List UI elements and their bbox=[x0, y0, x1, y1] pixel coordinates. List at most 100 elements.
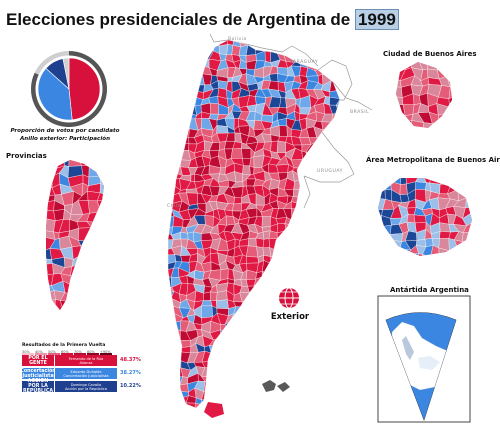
district-cell bbox=[223, 390, 234, 401]
district-cell bbox=[336, 366, 340, 377]
district-cell bbox=[46, 218, 56, 233]
district-cell bbox=[178, 80, 191, 94]
district-cell bbox=[278, 367, 288, 378]
district-cell bbox=[329, 327, 340, 341]
district-cell bbox=[178, 92, 191, 97]
district-cell bbox=[302, 260, 308, 273]
district-cell bbox=[316, 178, 326, 188]
district-cell bbox=[437, 62, 449, 71]
district-cell bbox=[445, 62, 452, 70]
district-cell bbox=[168, 98, 173, 108]
district-cell bbox=[231, 396, 241, 408]
district-cell bbox=[168, 90, 176, 100]
district-cell bbox=[331, 113, 340, 123]
district-cell bbox=[449, 107, 452, 118]
pie-slice-1 bbox=[37, 67, 73, 121]
district-cell bbox=[261, 346, 272, 354]
district-cell bbox=[240, 366, 251, 377]
district-cell bbox=[168, 104, 175, 114]
district-cell bbox=[168, 67, 176, 79]
district-cell bbox=[278, 403, 286, 408]
district-cell bbox=[100, 211, 104, 224]
district-cell bbox=[316, 384, 323, 393]
district-cell bbox=[216, 360, 227, 369]
district-cell bbox=[279, 275, 289, 288]
district-cell bbox=[335, 217, 340, 228]
district-cell bbox=[469, 178, 472, 186]
district-cell bbox=[172, 66, 179, 79]
district-cell bbox=[168, 406, 177, 408]
district-cell bbox=[469, 182, 472, 193]
year-badge[interactable]: 1999 bbox=[354, 9, 399, 30]
district-cell bbox=[461, 241, 472, 251]
district-cell bbox=[396, 86, 403, 98]
district-cell bbox=[320, 366, 333, 378]
district-cell bbox=[278, 125, 288, 137]
district-cell bbox=[398, 254, 409, 256]
district-cell bbox=[330, 305, 340, 315]
district-cell bbox=[168, 365, 176, 378]
amba-map bbox=[378, 178, 472, 256]
district-cell bbox=[291, 253, 304, 266]
district-cell bbox=[381, 224, 392, 235]
district-cell bbox=[321, 121, 333, 131]
district-cell bbox=[242, 321, 251, 333]
district-cell bbox=[378, 181, 386, 191]
district-cell bbox=[330, 216, 340, 229]
district-cell bbox=[201, 305, 213, 319]
district-cell bbox=[306, 283, 319, 296]
district-cell bbox=[330, 208, 340, 218]
district-cell bbox=[291, 330, 304, 341]
district-cell bbox=[299, 231, 309, 244]
district-cell bbox=[314, 211, 326, 221]
district-cell bbox=[270, 322, 282, 330]
district-cell bbox=[168, 73, 174, 85]
district-cell bbox=[309, 343, 319, 353]
district-cell bbox=[209, 372, 219, 382]
district-cell bbox=[422, 122, 433, 128]
results-scale: 30% 40% 50% 60% 70% 80% +90% bbox=[22, 350, 111, 354]
district-cell bbox=[95, 247, 104, 261]
district-cell bbox=[270, 343, 281, 356]
antarctica-map bbox=[377, 295, 471, 423]
district-cell bbox=[336, 271, 340, 277]
district-cell bbox=[168, 133, 173, 144]
district-cell bbox=[194, 84, 205, 93]
district-cell bbox=[322, 263, 331, 273]
district-cell bbox=[245, 354, 257, 360]
district-cell bbox=[301, 218, 310, 226]
district-cell bbox=[314, 263, 324, 272]
country-uruguay: URUGUAY bbox=[317, 169, 343, 174]
pie-slice-3 bbox=[62, 57, 70, 90]
district-cell bbox=[308, 405, 315, 408]
district-cell bbox=[186, 188, 198, 194]
district-cell bbox=[193, 231, 202, 243]
district-cell bbox=[323, 231, 333, 243]
district-cell bbox=[178, 105, 191, 114]
district-cell bbox=[329, 359, 338, 367]
district-cell bbox=[241, 148, 252, 159]
district-cell bbox=[320, 145, 333, 150]
district-cell bbox=[262, 40, 270, 47]
district-cell bbox=[315, 351, 324, 363]
district-cell bbox=[270, 262, 280, 273]
district-cell bbox=[329, 321, 340, 333]
district-cell bbox=[317, 364, 324, 376]
district-cell bbox=[245, 313, 258, 324]
district-cell bbox=[291, 218, 303, 226]
district-cell bbox=[246, 388, 259, 397]
district-cell bbox=[263, 301, 273, 310]
district-cell bbox=[276, 335, 286, 348]
district-cell bbox=[335, 207, 340, 221]
district-cell bbox=[232, 380, 242, 392]
district-cell bbox=[224, 351, 235, 362]
district-cell bbox=[170, 128, 181, 135]
district-cell bbox=[308, 211, 319, 221]
district-cell bbox=[378, 178, 384, 186]
argentina-map bbox=[167, 39, 341, 418]
district-cell bbox=[268, 284, 281, 296]
scale-swatch bbox=[61, 353, 73, 356]
district-cell bbox=[170, 140, 180, 152]
district-cell bbox=[323, 338, 333, 345]
district-cell bbox=[276, 328, 286, 340]
